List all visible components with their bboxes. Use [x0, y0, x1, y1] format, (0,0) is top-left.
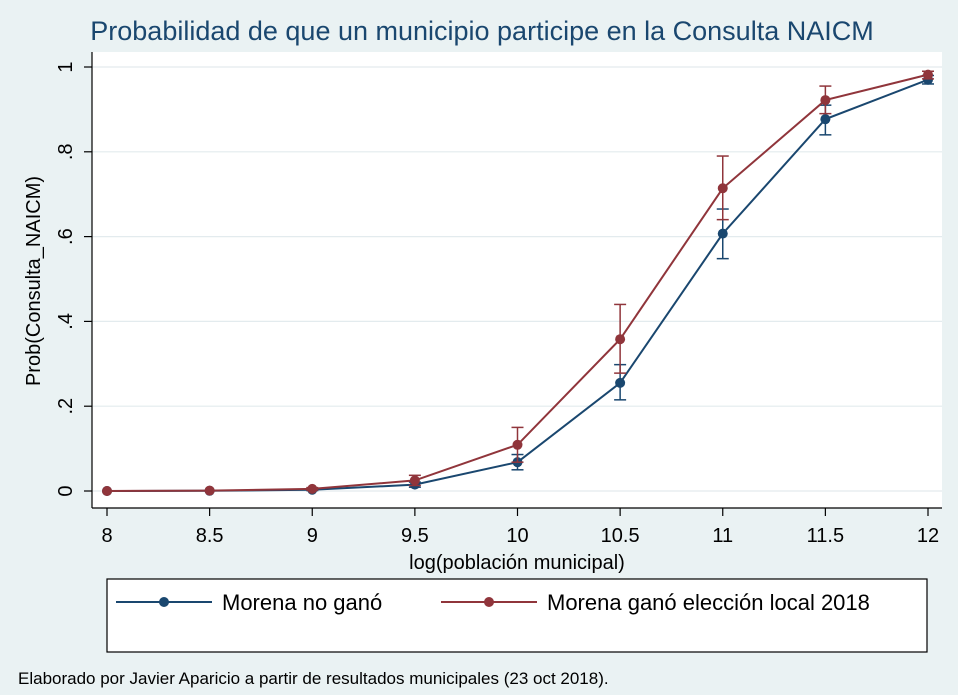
- legend-marker-1: [484, 597, 494, 607]
- data-point: [615, 377, 626, 388]
- y-tick-label: .8: [55, 143, 77, 160]
- data-point: [615, 334, 626, 345]
- y-tick-label: .4: [55, 313, 77, 330]
- data-point: [307, 483, 318, 494]
- x-ticks: 8 8.5 9 9.5 10 10.5 11 11.5 12: [101, 508, 939, 547]
- series-1: [102, 69, 934, 496]
- chart-title: Probabilidad de que un municipio partici…: [90, 16, 873, 46]
- legend-label-1: Morena ganó elección local 2018: [547, 590, 870, 615]
- x-tick-label: 11.5: [807, 525, 844, 547]
- x-tick-label: 10: [506, 525, 528, 547]
- y-tick-label: .2: [55, 398, 77, 415]
- legend-label-0: Morena no ganó: [222, 590, 382, 615]
- data-point: [717, 183, 728, 194]
- x-tick-label: 12: [917, 525, 939, 547]
- y-tick-label: .6: [55, 228, 77, 245]
- y-tick-label: 0: [55, 485, 77, 496]
- data-point: [409, 475, 420, 486]
- data-point: [102, 486, 112, 496]
- data-point: [204, 485, 215, 496]
- footnote: Elaborado por Javier Aparicio a partir d…: [18, 669, 609, 688]
- data-point: [820, 114, 831, 125]
- x-tick-label: 8.5: [196, 525, 224, 547]
- legend-box: [106, 578, 928, 653]
- legend-marker-0: [159, 597, 169, 607]
- x-axis-label: log(población municipal): [409, 552, 625, 574]
- data-point: [820, 95, 831, 106]
- data-point: [717, 228, 728, 239]
- y-axis-label: Prob(Consulta_NAICM): [23, 176, 45, 386]
- x-tick-label: 9: [307, 525, 318, 547]
- series: [102, 69, 934, 496]
- x-tick-label: 8: [101, 525, 112, 547]
- y-tick-label: 1: [55, 61, 77, 72]
- x-tick-label: 11: [712, 525, 733, 547]
- legend-item-0: Morena no ganó: [116, 590, 382, 615]
- x-tick-label: 10.5: [601, 525, 640, 547]
- y-ticks: 0 .2 .4 .6 .8 1: [55, 61, 92, 497]
- data-point: [923, 69, 933, 80]
- data-point: [512, 439, 523, 450]
- x-tick-label: 9.5: [401, 525, 429, 547]
- legend-item-1: Morena ganó elección local 2018: [441, 590, 870, 615]
